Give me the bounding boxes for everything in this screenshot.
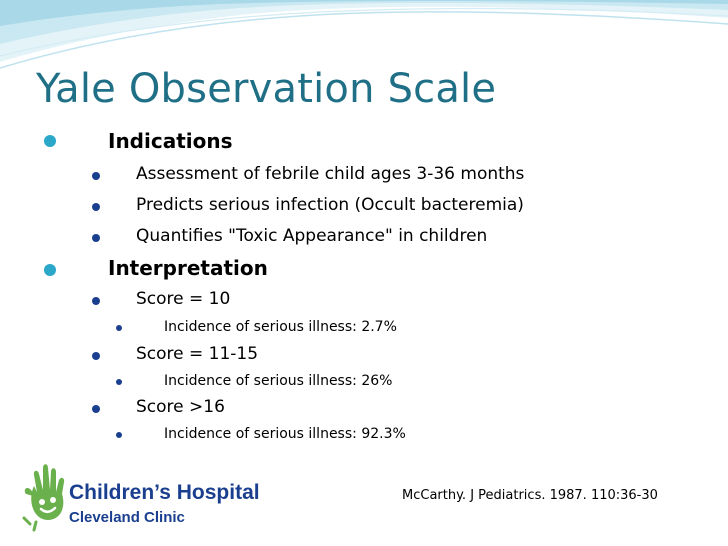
list-item: Quantifies "Toxic Appearance" in childre…: [136, 226, 488, 246]
list-item: Score = 11-15: [136, 344, 259, 364]
list-item: Score = 10: [136, 289, 231, 309]
section-heading: Interpretation: [108, 256, 268, 280]
slide-title: Yale Observation Scale: [36, 66, 497, 112]
bullet-icon: [116, 432, 122, 438]
sub-list-item: Incidence of serious illness: 2.7%: [164, 319, 397, 335]
bullet-icon: [44, 264, 56, 276]
bullet-icon: [92, 297, 100, 305]
section-heading: Indications: [108, 129, 233, 153]
bullet-icon: [92, 352, 100, 360]
citation: McCarthy. J Pediatrics. 1987. 110:36-30: [402, 488, 658, 503]
logo-name: Children’s Hospital: [69, 481, 260, 504]
list-item: Assessment of febrile child ages 3-36 mo…: [136, 164, 525, 184]
hand-logo-icon: [22, 464, 65, 532]
bullet-icon: [92, 234, 100, 242]
header-wave-decoration: [0, 0, 728, 69]
bullet-icon: [116, 325, 122, 331]
list-item: Predicts serious infection (Occult bacte…: [136, 195, 524, 215]
list-item: Score >16: [136, 397, 225, 417]
bullet-icon: [92, 172, 100, 180]
bullet-icon: [92, 203, 100, 211]
sub-list-item: Incidence of serious illness: 92.3%: [164, 426, 406, 442]
bullet-icon: [44, 135, 56, 147]
logo-subtitle: Cleveland Clinic: [69, 509, 185, 526]
sub-list-item: Incidence of serious illness: 26%: [164, 373, 393, 389]
bullet-icon: [92, 405, 100, 413]
bullet-icon: [116, 379, 122, 385]
